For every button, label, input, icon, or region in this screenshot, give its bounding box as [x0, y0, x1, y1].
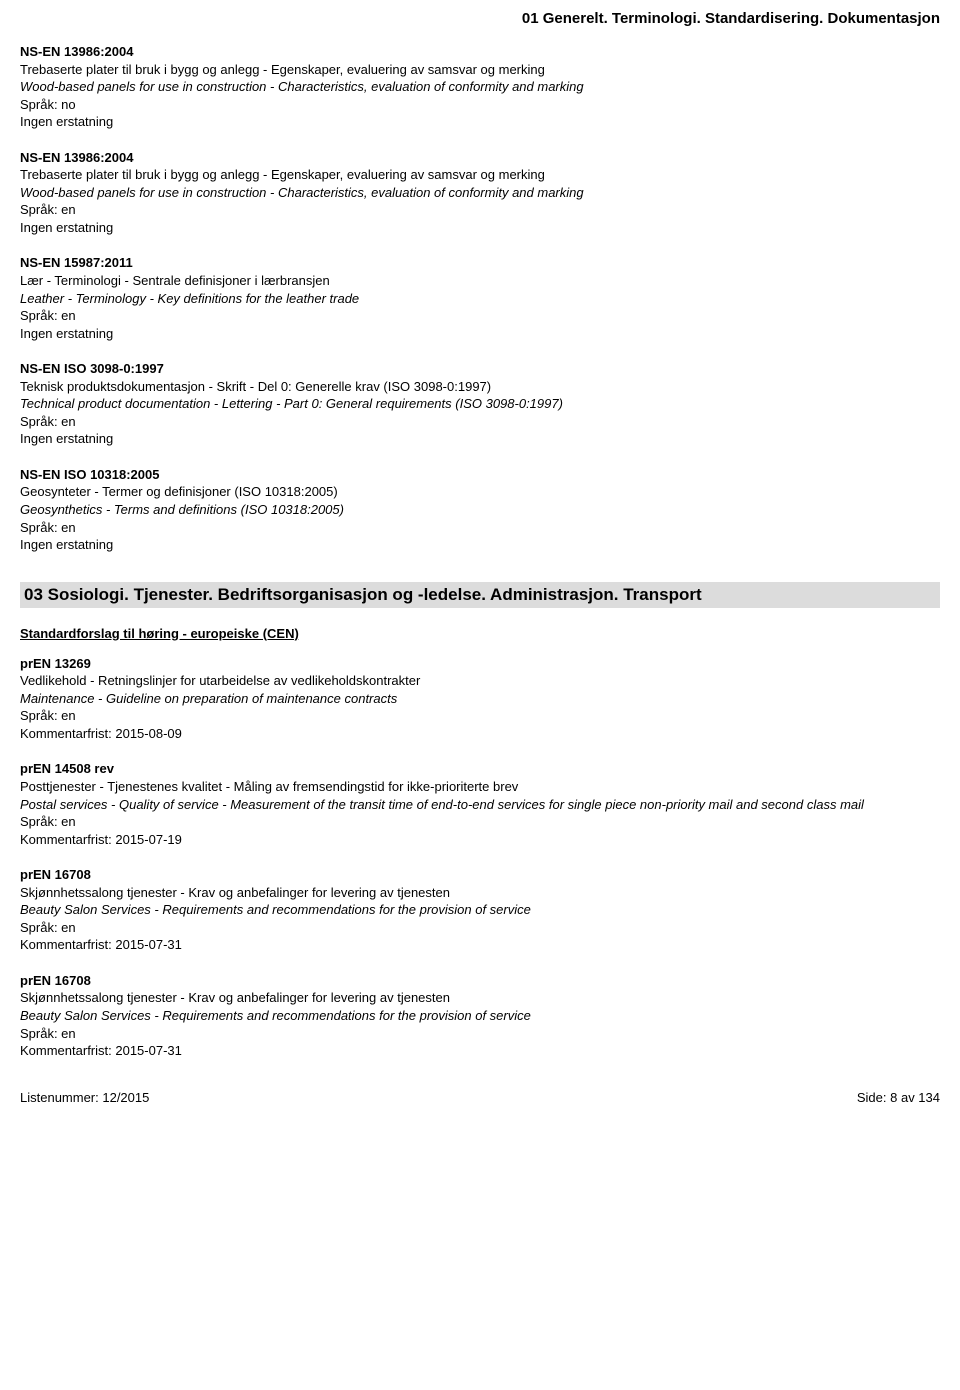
- entry-title-no: Skjønnhetssalong tjenester - Krav og anb…: [20, 989, 940, 1007]
- footer-left: Listenummer: 12/2015: [20, 1090, 149, 1105]
- entry-note: Ingen erstatning: [20, 536, 940, 554]
- entry-title-no: Vedlikehold - Retningslinjer for utarbei…: [20, 672, 940, 690]
- standard-entry: NS-EN 13986:2004 Trebaserte plater til b…: [20, 149, 940, 237]
- entry-title-en: Postal services - Quality of service - M…: [20, 796, 940, 814]
- entry-title-en: Beauty Salon Services - Requirements and…: [20, 1007, 940, 1025]
- entry-language: Språk: en: [20, 707, 940, 725]
- standard-entry: prEN 14508 rev Posttjenester - Tjenesten…: [20, 760, 940, 848]
- entry-title-no: Teknisk produktsdokumentasjon - Skrift -…: [20, 378, 940, 396]
- entry-title-en: Wood-based panels for use in constructio…: [20, 78, 940, 96]
- entry-language: Språk: en: [20, 413, 940, 431]
- footer-right: Side: 8 av 134: [857, 1090, 940, 1105]
- entry-title-no: Geosynteter - Termer og definisjoner (IS…: [20, 483, 940, 501]
- entry-code: prEN 16708: [20, 972, 940, 990]
- entry-title-en: Beauty Salon Services - Requirements and…: [20, 901, 940, 919]
- entry-title-no: Lær - Terminologi - Sentrale definisjone…: [20, 272, 940, 290]
- entry-note: Ingen erstatning: [20, 219, 940, 237]
- entry-title-en: Wood-based panels for use in constructio…: [20, 184, 940, 202]
- entry-title-en: Maintenance - Guideline on preparation o…: [20, 690, 940, 708]
- entry-title-en: Technical product documentation - Letter…: [20, 395, 940, 413]
- entry-note: Ingen erstatning: [20, 113, 940, 131]
- entry-note: Kommentarfrist: 2015-08-09: [20, 725, 940, 743]
- page-header: 01 Generelt. Terminologi. Standardiserin…: [20, 10, 940, 27]
- standard-entry: prEN 16708 Skjønnhetssalong tjenester - …: [20, 972, 940, 1060]
- standard-entry: NS-EN ISO 10318:2005 Geosynteter - Terme…: [20, 466, 940, 554]
- entry-title-no: Skjønnhetssalong tjenester - Krav og anb…: [20, 884, 940, 902]
- entry-note: Kommentarfrist: 2015-07-19: [20, 831, 940, 849]
- entry-code: NS-EN 15987:2011: [20, 254, 940, 272]
- entry-code: prEN 16708: [20, 866, 940, 884]
- entry-language: Språk: en: [20, 813, 940, 831]
- entry-language: Språk: en: [20, 201, 940, 219]
- entry-language: Språk: en: [20, 307, 940, 325]
- entry-title-no: Trebaserte plater til bruk i bygg og anl…: [20, 61, 940, 79]
- entry-note: Kommentarfrist: 2015-07-31: [20, 936, 940, 954]
- entry-note: Kommentarfrist: 2015-07-31: [20, 1042, 940, 1060]
- entry-code: NS-EN ISO 10318:2005: [20, 466, 940, 484]
- section-1: NS-EN 13986:2004 Trebaserte plater til b…: [20, 43, 940, 554]
- entry-title-no: Trebaserte plater til bruk i bygg og anl…: [20, 166, 940, 184]
- entry-code: prEN 13269: [20, 655, 940, 673]
- entry-note: Ingen erstatning: [20, 430, 940, 448]
- entry-code: NS-EN 13986:2004: [20, 149, 940, 167]
- entry-code: prEN 14508 rev: [20, 760, 940, 778]
- standard-entry: prEN 13269 Vedlikehold - Retningslinjer …: [20, 655, 940, 743]
- standard-entry: NS-EN 15987:2011 Lær - Terminologi - Sen…: [20, 254, 940, 342]
- entry-title-en: Geosynthetics - Terms and definitions (I…: [20, 501, 940, 519]
- entry-language: Språk: en: [20, 519, 940, 537]
- standard-entry: NS-EN 13986:2004 Trebaserte plater til b…: [20, 43, 940, 131]
- entry-language: Språk: no: [20, 96, 940, 114]
- entry-language: Språk: en: [20, 1025, 940, 1043]
- section-header: 03 Sosiologi. Tjenester. Bedriftsorganis…: [20, 582, 940, 608]
- sub-header: Standardforslag til høring - europeiske …: [20, 626, 940, 641]
- standard-entry: NS-EN ISO 3098-0:1997 Teknisk produktsdo…: [20, 360, 940, 448]
- entry-note: Ingen erstatning: [20, 325, 940, 343]
- entry-code: NS-EN ISO 3098-0:1997: [20, 360, 940, 378]
- section-2: prEN 13269 Vedlikehold - Retningslinjer …: [20, 655, 940, 1060]
- page-footer: Listenummer: 12/2015 Side: 8 av 134: [20, 1090, 940, 1113]
- entry-code: NS-EN 13986:2004: [20, 43, 940, 61]
- standard-entry: prEN 16708 Skjønnhetssalong tjenester - …: [20, 866, 940, 954]
- entry-title-en: Leather - Terminology - Key definitions …: [20, 290, 940, 308]
- entry-language: Språk: en: [20, 919, 940, 937]
- entry-title-no: Posttjenester - Tjenestenes kvalitet - M…: [20, 778, 940, 796]
